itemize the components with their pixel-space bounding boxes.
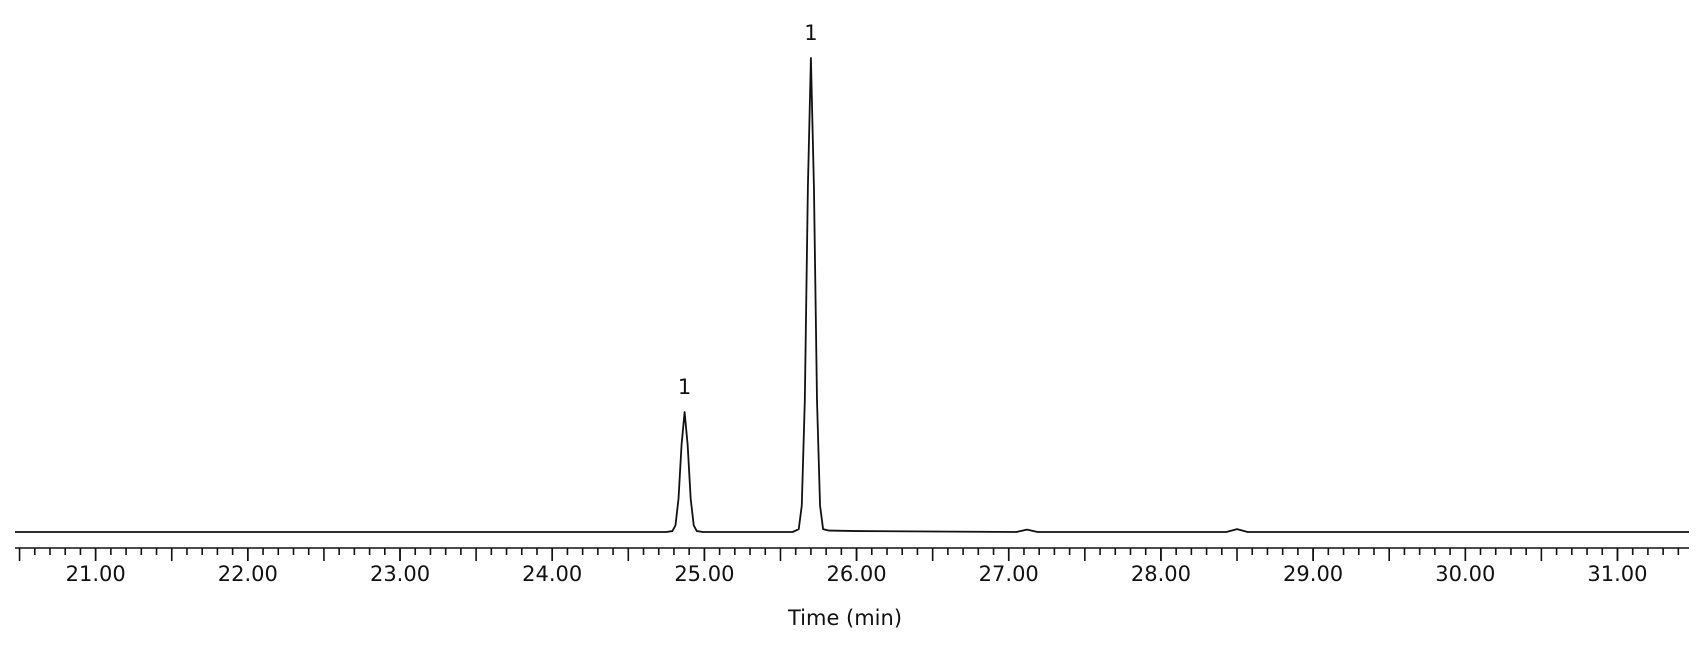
x-tick-label: 28.00 [1131, 562, 1191, 586]
x-tick-label: 31.00 [1587, 562, 1647, 586]
peak-label: 1 [678, 375, 691, 399]
x-tick-label: 29.00 [1283, 562, 1343, 586]
x-tick-label: 30.00 [1435, 562, 1495, 586]
x-tick-label: 23.00 [370, 562, 430, 586]
peak-label: 1 [804, 21, 817, 45]
x-tick-label: 27.00 [979, 562, 1039, 586]
x-axis-label: Time (min) [787, 606, 902, 630]
x-tick-label: 25.00 [674, 562, 734, 586]
x-tick-label: 21.00 [66, 562, 126, 586]
signal-line [15, 57, 1689, 533]
x-tick-label: 22.00 [218, 562, 278, 586]
x-tick-label: 26.00 [827, 562, 887, 586]
x-tick-label: 24.00 [522, 562, 582, 586]
